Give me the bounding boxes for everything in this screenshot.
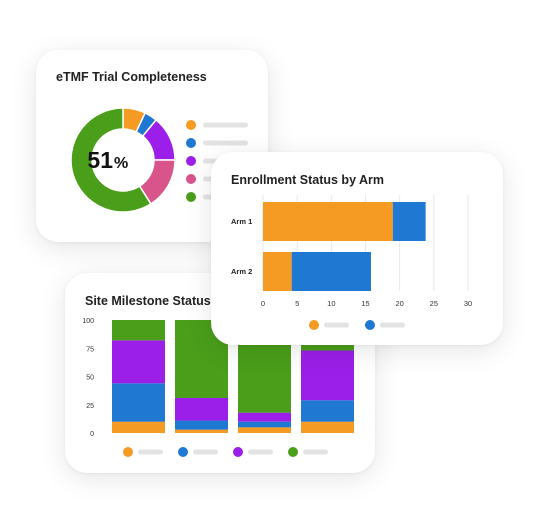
- milestone-legend-swatch-3: [288, 447, 298, 457]
- etmf-completeness-card: eTMF Trial Completeness 51 %: [36, 50, 268, 242]
- milestone-legend-label-placeholder-3: [303, 449, 328, 455]
- donut-legend-swatch-3: [186, 174, 196, 184]
- milestone-bar-0-segment-0: [112, 421, 165, 433]
- enroll-bar-1-segment-1: [291, 252, 371, 291]
- milestone-ytick-3: 75: [86, 346, 94, 353]
- milestone-bar-3-segment-0: [301, 421, 354, 433]
- enroll-xtick-2: 10: [327, 299, 335, 308]
- milestone-card-title: Site Milestone Status: [85, 294, 211, 308]
- milestone-bar-2-segment-2: [238, 412, 291, 422]
- milestone-bar-1-segment-0: [175, 429, 228, 433]
- milestone-bar-0-segment-3: [112, 320, 165, 341]
- donut-legend-swatch-1: [186, 138, 196, 148]
- enroll-category-label-1: Arm 2: [231, 267, 252, 276]
- enroll-legend-label-placeholder-1: [380, 322, 405, 328]
- milestone-legend-label-placeholder-0: [138, 449, 163, 455]
- etmf-donut-chart: 51 %: [70, 107, 248, 213]
- milestone-ytick-2: 50: [86, 375, 94, 382]
- enrollment-status-card: Enrollment Status by Arm Arm 1 Arm 2 0 5 10…: [211, 152, 503, 345]
- enroll-bar-0-segment-1: [392, 202, 426, 241]
- milestone-legend-swatch-1: [178, 447, 188, 457]
- donut-center-unit: %: [114, 155, 128, 172]
- milestone-ytick-1: 25: [86, 403, 94, 410]
- enroll-xtick-1: 5: [295, 299, 299, 308]
- milestone-legend-swatch-0: [123, 447, 133, 457]
- enroll-category-label-0: Arm 1: [231, 217, 252, 226]
- enroll-legend-swatch-1: [365, 320, 375, 330]
- donut-legend-swatch-4: [186, 192, 196, 202]
- donut-legend-label-placeholder-1: [203, 140, 248, 146]
- milestone-bar-2-segment-1: [238, 421, 291, 428]
- donut-legend-label-placeholder-0: [203, 122, 248, 128]
- enroll-bar-0-segment-0: [263, 202, 393, 241]
- milestone-bar-0-segment-1: [112, 383, 165, 422]
- enroll-xtick-4: 20: [395, 299, 403, 308]
- enroll-card-title: Enrollment Status by Arm: [231, 173, 385, 187]
- milestone-stacked-bar-chart: 0 25 50 75 100: [82, 318, 354, 457]
- donut-center-number: 51: [87, 147, 113, 173]
- donut-slice-4: [70, 107, 152, 213]
- enroll-xtick-5: 25: [430, 299, 438, 308]
- enroll-xtick-3: 15: [361, 299, 369, 308]
- milestone-ytick-4: 100: [82, 318, 94, 325]
- enroll-legend-label-placeholder-0: [324, 322, 349, 328]
- enrollment-stacked-bar-chart: Arm 1 Arm 2 0 5 10 15 20 25 30: [231, 195, 472, 330]
- enroll-xtick-0: 0: [261, 299, 265, 308]
- milestone-bar-1-segment-1: [175, 420, 228, 430]
- milestone-bar-2-segment-0: [238, 427, 291, 433]
- milestone-bar-0-segment-2: [112, 340, 165, 384]
- milestone-bar-3-segment-1: [301, 400, 354, 422]
- milestone-legend-label-placeholder-2: [248, 449, 273, 455]
- donut-legend-swatch-0: [186, 120, 196, 130]
- donut-legend-swatch-2: [186, 156, 196, 166]
- enroll-bar-1-segment-0: [263, 252, 292, 291]
- milestone-bar-3-segment-2: [301, 350, 354, 401]
- milestone-legend-label-placeholder-1: [193, 449, 218, 455]
- milestone-ytick-0: 0: [90, 431, 94, 438]
- enroll-xtick-6: 30: [464, 299, 472, 308]
- enroll-legend-swatch-0: [309, 320, 319, 330]
- milestone-bar-1-segment-2: [175, 397, 228, 421]
- milestone-legend-swatch-2: [233, 447, 243, 457]
- etmf-card-title: eTMF Trial Completeness: [56, 70, 207, 84]
